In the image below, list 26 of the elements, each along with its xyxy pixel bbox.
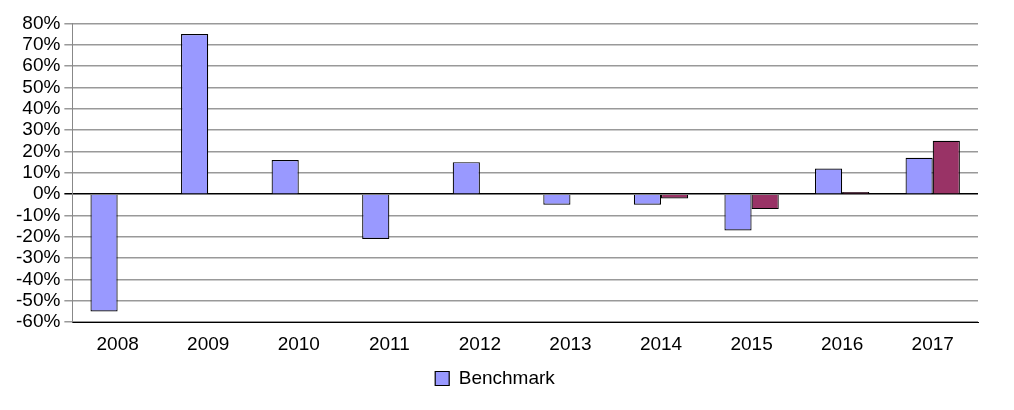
y-tick-label: 10% [22,161,61,183]
y-tick-label: 30% [22,118,61,140]
x-tick-label: 2016 [821,332,864,354]
y-tick-label: -40% [16,267,61,289]
x-tick-label: 2015 [730,332,773,354]
y-tick-label: 50% [22,75,61,97]
y-tick-label: 60% [22,54,61,76]
y-tick-label: -30% [16,246,61,268]
x-tick-label: 2008 [96,332,139,354]
y-tick-label: 40% [22,97,61,119]
x-tick-label: 2017 [911,332,954,354]
y-tick-label: -10% [16,203,61,225]
y-tick-label: -60% [16,310,61,332]
y-tick-label: -20% [16,225,61,247]
y-tick-label: 20% [22,139,61,161]
y-tick-label: -50% [16,289,61,311]
x-tick-label: 2013 [549,332,592,354]
x-tick-label: 2011 [368,332,410,354]
y-tick-label: 0% [32,182,61,204]
legend-label: Benchmark [458,366,556,388]
x-tick-label: 2009 [187,332,230,354]
y-tick-label: 80% [22,11,61,33]
y-tick-label: 70% [22,32,61,54]
x-tick-label: 2012 [458,332,502,354]
x-tick-label: 2010 [277,332,320,354]
x-tick-label: 2014 [639,332,683,354]
